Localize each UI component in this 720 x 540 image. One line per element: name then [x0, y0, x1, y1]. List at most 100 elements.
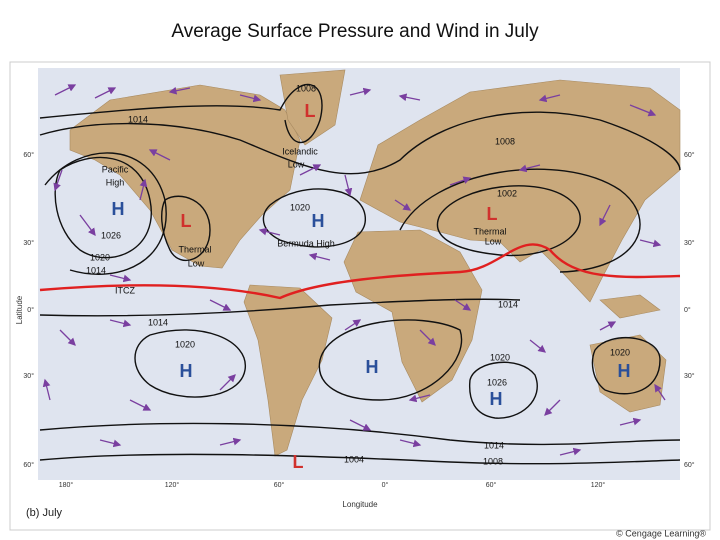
map-label: Icelandic: [282, 146, 318, 156]
map-label: 1026: [487, 377, 507, 387]
wind-arrow: [258, 227, 281, 236]
map-label: 1020: [90, 252, 110, 262]
latitude-label: 60°: [684, 461, 695, 469]
map-label: 1014: [86, 265, 106, 275]
credit: © Cengage Learning®: [616, 528, 706, 538]
pressure-center: L: [181, 211, 192, 231]
wind-arrow: [219, 437, 242, 446]
title: Average Surface Pressure and Wind in Jul…: [171, 21, 539, 42]
latitude-label: 0°: [684, 306, 691, 314]
pressure-center: H: [366, 357, 379, 377]
wind-arrow: [139, 178, 148, 201]
wind-arrow: [399, 439, 422, 448]
pressure-center: L: [293, 452, 304, 472]
wind-arrow: [344, 174, 353, 197]
longitude-label: 60°: [274, 481, 285, 489]
wind-arrow: [344, 319, 362, 331]
wind-arrow: [349, 87, 372, 96]
latitude-label: 30°: [23, 239, 34, 247]
latitude-label: 60°: [23, 461, 34, 469]
map-label: 1008: [296, 83, 316, 93]
map-labels: 1008 L 1014 Icelandic Low 1008 Pacific High H L 10…: [86, 83, 631, 471]
wind-arrow: [209, 299, 232, 311]
wind-arrow: [79, 214, 96, 237]
wind-arrow: [219, 374, 236, 391]
map-label: Pacific: [102, 164, 129, 174]
latitude-title: Latitude: [15, 295, 24, 324]
map-label: 1020: [610, 347, 630, 357]
wind-arrow: [168, 86, 191, 95]
wind-arrow: [398, 93, 421, 102]
latitude-label: 30°: [684, 239, 695, 247]
map-label: Low: [288, 159, 305, 169]
map-label: Thermal: [473, 226, 506, 236]
wind-arrow: [599, 321, 617, 331]
wind-arrow: [518, 164, 541, 173]
wind-arrow: [349, 419, 372, 431]
pressure-center: H: [312, 211, 325, 231]
wind-arrow: [559, 447, 582, 456]
longitude-label: 120°: [591, 481, 606, 489]
wind-arrow: [538, 94, 561, 103]
wind-arrow: [109, 274, 132, 283]
wind-arrow: [129, 399, 152, 411]
wind-arrow: [299, 164, 322, 176]
latitude-label: 60°: [684, 151, 695, 159]
wind-arrow: [419, 329, 436, 346]
wind-arrow: [53, 169, 63, 192]
wind-arrow: [308, 252, 331, 261]
latitude-label: 60°: [23, 151, 34, 159]
wind-arrow: [454, 299, 472, 311]
wind-arrow: [639, 239, 662, 248]
latitude-label: 30°: [23, 372, 34, 380]
wind-arrow: [54, 84, 77, 96]
map-label: 1014: [484, 440, 504, 450]
wind-arrow: [449, 176, 472, 186]
caption: (b) July: [26, 507, 63, 519]
longitude-label: 180°: [59, 481, 74, 489]
map-label: 1020: [490, 352, 510, 362]
wind-arrow: [42, 378, 51, 401]
itcz-line: [39, 243, 681, 300]
wind-arrow: [99, 439, 122, 448]
map-label: Bermuda High: [277, 238, 335, 248]
map-label: 1002: [497, 188, 517, 198]
map-label: 1004: [344, 454, 364, 464]
pressure-center: H: [490, 389, 503, 409]
wind-arrow: [529, 339, 547, 353]
pressure-center: L: [305, 101, 316, 121]
wind-arrows: [42, 84, 666, 456]
axes: 60° 60° 30° 30° 0° 0° 30° 30° 60° 60° 180° 120° 60° 0…: [23, 151, 694, 489]
map-label: 1014: [498, 299, 518, 309]
longitude-label: 60°: [486, 481, 497, 489]
map-label: 1026: [101, 230, 121, 240]
pressure-center: H: [112, 199, 125, 219]
pressure-center: L: [487, 204, 498, 224]
map-label: Low: [485, 236, 502, 246]
map-label: Low: [188, 258, 205, 268]
wind-arrow: [629, 104, 657, 117]
map-label: 1020: [175, 339, 195, 349]
map-label: Thermal: [178, 244, 211, 254]
latitude-label: 0°: [27, 306, 34, 314]
wind-arrow: [94, 87, 117, 99]
latitude-label: 30°: [684, 372, 695, 380]
wind-arrow: [408, 394, 431, 403]
pressure-center: H: [180, 361, 193, 381]
wind-arrow: [654, 383, 666, 401]
map-label: 1020: [290, 202, 310, 212]
map-label: 1014: [148, 317, 168, 327]
longitude-title: Longitude: [342, 500, 378, 509]
wind-arrow: [619, 417, 642, 426]
map-label: 1008: [483, 456, 503, 466]
pressure-center: H: [618, 361, 631, 381]
map-label: 1014: [128, 114, 148, 124]
wind-arrow: [544, 399, 561, 416]
map-label: 1008: [495, 136, 515, 146]
wind-arrow: [148, 149, 171, 161]
wind-arrow: [239, 94, 262, 103]
longitude-label: 0°: [382, 481, 389, 489]
map-label: ITCZ: [115, 285, 135, 295]
